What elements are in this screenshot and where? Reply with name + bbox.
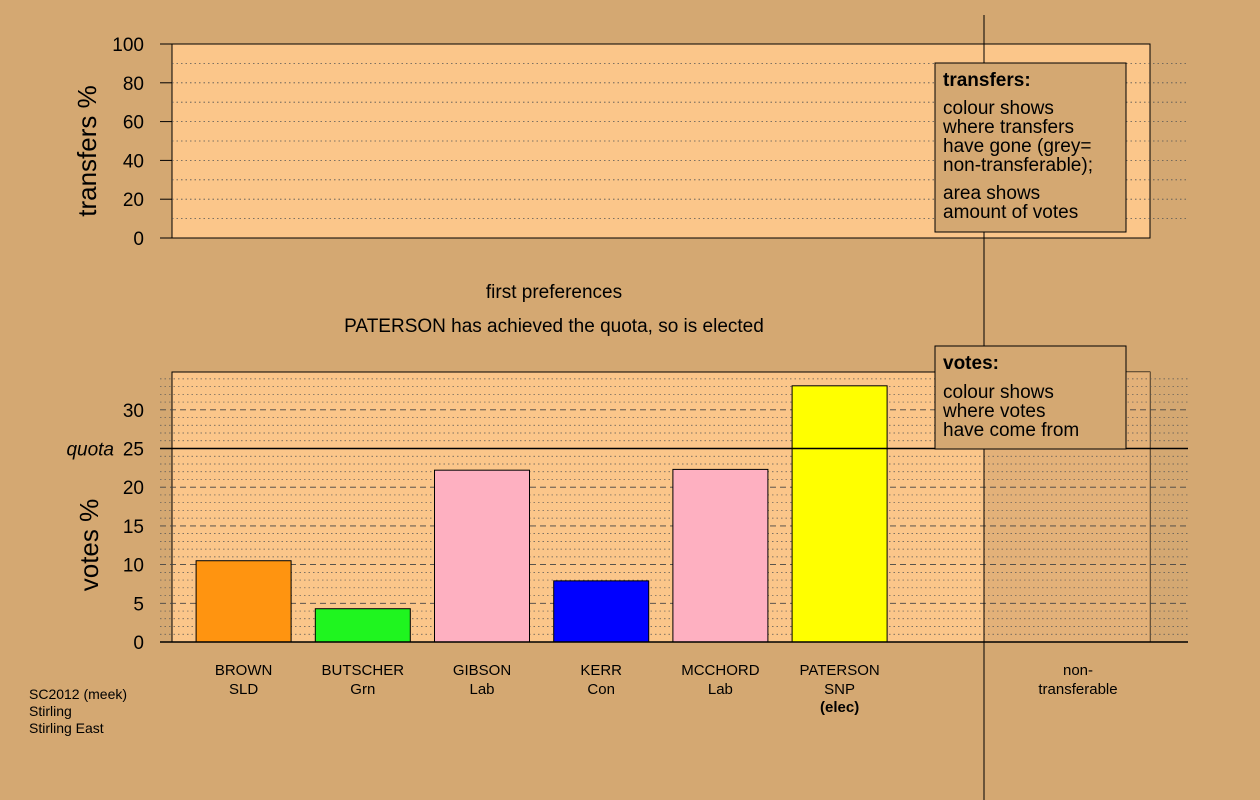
- candidate-party: Lab: [469, 681, 494, 698]
- transfers-legend-line: where transfers: [942, 117, 1074, 138]
- transfers-legend-line: have gone (grey=: [943, 136, 1091, 157]
- votes-y-ticks: 0 5 10 15 20 25 30: [123, 401, 144, 654]
- footer-ward: Stirling East: [29, 720, 104, 736]
- y-tick-label: 15: [123, 517, 144, 538]
- y-tick-label: 20: [123, 190, 144, 211]
- transfers-y-ticks: 0 20 40 60 80 100: [112, 35, 172, 250]
- candidate-labels: BROWN SLD BUTSCHER Grn GIBSON Lab KERR Con MCCHO…: [215, 662, 880, 716]
- transfers-legend-line: area shows: [943, 183, 1040, 204]
- y-tick-label: 10: [123, 556, 144, 577]
- candidate-party: SLD: [229, 681, 258, 698]
- y-tick-label: 80: [123, 74, 144, 95]
- nontransferable-label: transferable: [1038, 681, 1117, 698]
- candidate-party: Con: [587, 681, 615, 698]
- votes-legend-title: votes:: [943, 353, 999, 374]
- y-tick-label: 60: [123, 113, 144, 134]
- votes-legend-line: where votes: [942, 401, 1045, 422]
- vote-bar: [195, 560, 292, 643]
- candidate-party: Grn: [350, 681, 375, 698]
- y-tick-label: 0: [133, 633, 144, 654]
- vote-bar: [791, 385, 888, 643]
- footer-council: Stirling: [29, 703, 72, 719]
- vote-bar: [672, 468, 769, 643]
- stage-message: PATERSON has achieved the quota, so is e…: [344, 316, 764, 337]
- vote-bars: [195, 385, 888, 643]
- votes-legend-box: [934, 345, 1127, 450]
- candidate-name: GIBSON: [453, 662, 511, 679]
- candidate-name: MCCHORD: [681, 662, 759, 679]
- transfers-legend-line: colour shows: [943, 98, 1054, 119]
- vote-bar: [553, 580, 650, 643]
- candidate-party: SNP: [824, 681, 855, 698]
- candidate-name: BROWN: [215, 662, 273, 679]
- candidate-name: KERR: [580, 662, 622, 679]
- votes-legend-line: colour shows: [943, 382, 1054, 403]
- y-tick-label: 100: [112, 35, 144, 56]
- y-tick-label: 30: [123, 401, 144, 422]
- transfers-legend-box: [934, 62, 1127, 233]
- y-tick-label: 0: [133, 229, 144, 250]
- votes-legend-line: have come from: [943, 420, 1079, 441]
- transfers-y-axis-label: transfers %: [72, 85, 102, 217]
- transfers-legend-line: amount of votes: [943, 202, 1078, 223]
- candidate-status: (elec): [820, 699, 859, 716]
- y-tick-label: 20: [123, 478, 144, 499]
- y-tick-label: 40: [123, 151, 144, 172]
- y-tick-label: 5: [133, 594, 144, 615]
- nontransferable-label: non-: [1063, 662, 1093, 679]
- transfers-legend-line: non-transferable);: [943, 155, 1093, 176]
- stage-title: first preferences: [486, 282, 622, 303]
- quota-label: quota: [66, 440, 114, 461]
- votes-y-axis-label: votes %: [74, 499, 104, 592]
- transfers-legend: transfers: colour shows where transfers …: [934, 62, 1127, 233]
- transfers-legend-title: transfers:: [943, 70, 1031, 91]
- y-tick-label: 25: [123, 440, 144, 461]
- candidate-party: Lab: [708, 681, 733, 698]
- votes-legend: votes: colour shows where votes have com…: [934, 345, 1127, 450]
- vote-bar: [434, 469, 530, 643]
- vote-bar: [314, 608, 411, 643]
- candidate-name: PATERSON: [799, 662, 879, 679]
- candidate-name: BUTSCHER: [322, 662, 405, 679]
- footer-election: SC2012 (meek): [29, 686, 127, 702]
